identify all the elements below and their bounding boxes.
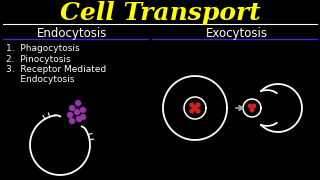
Circle shape [193, 106, 197, 110]
Circle shape [81, 107, 85, 112]
Circle shape [190, 109, 194, 113]
Circle shape [81, 114, 85, 120]
Circle shape [75, 109, 79, 114]
Text: 1.  Phagocytosis: 1. Phagocytosis [6, 44, 80, 53]
Text: Endocytosis: Endocytosis [37, 26, 107, 39]
Circle shape [250, 108, 254, 112]
Circle shape [69, 118, 75, 123]
Circle shape [196, 103, 200, 107]
Text: 3.  Receptor Mediated
     Endocytosis: 3. Receptor Mediated Endocytosis [6, 65, 106, 84]
Circle shape [252, 104, 256, 108]
Circle shape [68, 112, 73, 118]
Circle shape [248, 104, 252, 108]
Circle shape [76, 116, 82, 122]
Text: 2.  Pinocytosis: 2. Pinocytosis [6, 55, 71, 64]
Text: Exocytosis: Exocytosis [206, 26, 268, 39]
Circle shape [190, 103, 194, 107]
Text: Cell Transport: Cell Transport [60, 1, 260, 25]
Circle shape [196, 109, 200, 113]
Circle shape [69, 105, 75, 111]
Circle shape [76, 100, 81, 105]
